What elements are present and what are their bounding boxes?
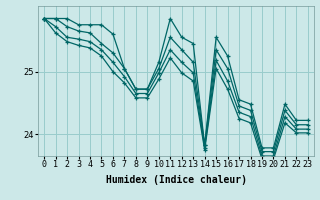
X-axis label: Humidex (Indice chaleur): Humidex (Indice chaleur) — [106, 175, 246, 185]
